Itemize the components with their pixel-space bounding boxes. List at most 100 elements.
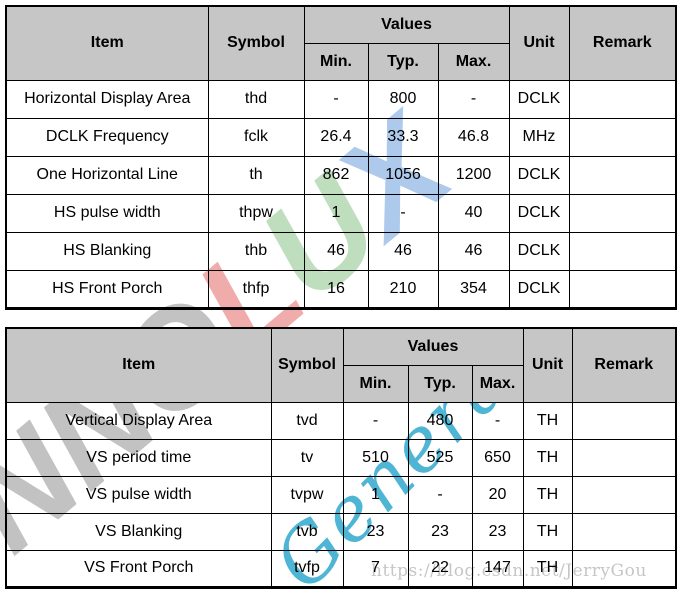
item-cell: One Horizontal Line: [5, 155, 209, 195]
table-row: HS Front Porch thfp 16 210 354 DCLK: [5, 269, 677, 309]
col-header-item: Item: [5, 5, 209, 81]
item-cell: VS Front Porch: [5, 549, 272, 588]
col-header-min: Min.: [342, 364, 409, 403]
max-cell: 20: [471, 475, 524, 514]
remark-cell: [568, 231, 677, 271]
header-row: Item Symbol Values Unit Remark: [5, 5, 677, 81]
unit-cell: DCLK: [508, 79, 570, 119]
remark-cell: [568, 269, 677, 309]
remark-cell: [568, 155, 677, 195]
col-header-max: Max.: [471, 364, 524, 403]
typ-cell: 23: [407, 512, 473, 551]
table-row: VS Front Porch tvfp 7 22 147 TH: [5, 549, 677, 588]
horizontal-timing-table: Item Symbol Values Unit Remark Min. Typ.…: [5, 5, 677, 310]
symbol-cell: tvpw: [270, 475, 344, 514]
col-header-min: Min.: [303, 42, 369, 81]
col-header-typ: Typ.: [367, 42, 439, 81]
col-header-symbol: Symbol: [207, 5, 305, 81]
max-cell: 147: [471, 549, 524, 588]
table-row: VS pulse width tvpw 1 - 20 TH: [5, 475, 677, 514]
header-row: Min. Typ. Max.: [6, 42, 676, 81]
remark-cell: [571, 512, 677, 551]
table-row: VS Blanking tvb 23 23 23 TH: [5, 512, 677, 551]
min-cell: 1: [342, 475, 409, 514]
col-header-remark: Remark: [568, 5, 677, 81]
header-row: Item Symbol Values Unit Remark: [5, 327, 677, 403]
col-header-values: Values: [342, 327, 524, 366]
min-cell: -: [303, 79, 369, 119]
unit-cell: TH: [522, 401, 573, 440]
remark-cell: [568, 117, 677, 157]
col-header-remark: Remark: [571, 327, 677, 403]
symbol-cell: thd: [207, 79, 305, 119]
min-cell: 26.4: [303, 117, 369, 157]
min-cell: 23: [342, 512, 409, 551]
item-cell: VS period time: [5, 438, 272, 477]
table-row: VS period time tv 510 525 650 TH: [5, 438, 677, 477]
min-cell: 16: [303, 269, 369, 309]
col-header-unit: Unit: [508, 5, 570, 81]
remark-cell: [571, 549, 677, 588]
min-cell: 1: [303, 193, 369, 233]
col-header-max: Max.: [437, 42, 510, 81]
max-cell: 46.8: [437, 117, 510, 157]
typ-cell: 22: [407, 549, 473, 588]
table-row: Horizontal Display Area thd - 800 - DCLK: [5, 79, 677, 119]
remark-cell: [568, 79, 677, 119]
typ-cell: 480: [407, 401, 473, 440]
typ-cell: 525: [407, 438, 473, 477]
typ-cell: 46: [367, 231, 439, 271]
unit-cell: TH: [522, 549, 573, 588]
table-row: One Horizontal Line th 862 1056 1200 DCL…: [5, 155, 677, 195]
symbol-cell: thb: [207, 231, 305, 271]
vertical-timing-table: Item Symbol Values Unit Remark Min. Typ.…: [5, 327, 677, 589]
typ-cell: -: [367, 193, 439, 233]
symbol-cell: tv: [270, 438, 344, 477]
item-cell: Horizontal Display Area: [5, 79, 209, 119]
typ-cell: 1056: [367, 155, 439, 195]
unit-cell: DCLK: [508, 193, 570, 233]
col-header-values: Values: [303, 5, 510, 44]
max-cell: 354: [437, 269, 510, 309]
min-cell: 7: [342, 549, 409, 588]
max-cell: -: [471, 401, 524, 440]
symbol-cell: tvd: [270, 401, 344, 440]
max-cell: -: [437, 79, 510, 119]
item-cell: HS Blanking: [5, 231, 209, 271]
remark-cell: [571, 475, 677, 514]
max-cell: 650: [471, 438, 524, 477]
table-row: DCLK Frequency fclk 26.4 33.3 46.8 MHz: [5, 117, 677, 157]
unit-cell: DCLK: [508, 231, 570, 271]
max-cell: 40: [437, 193, 510, 233]
min-cell: 46: [303, 231, 369, 271]
table-row: HS Blanking thb 46 46 46 DCLK: [5, 231, 677, 271]
symbol-cell: tvb: [270, 512, 344, 551]
remark-cell: [571, 401, 677, 440]
typ-cell: 210: [367, 269, 439, 309]
item-cell: Vertical Display Area: [5, 401, 272, 440]
symbol-cell: tvfp: [270, 549, 344, 588]
remark-cell: [571, 438, 677, 477]
min-cell: 862: [303, 155, 369, 195]
item-cell: DCLK Frequency: [5, 117, 209, 157]
item-cell: VS Blanking: [5, 512, 272, 551]
symbol-cell: th: [207, 155, 305, 195]
item-cell: HS pulse width: [5, 193, 209, 233]
col-header-unit: Unit: [522, 327, 573, 403]
table-row: HS pulse width thpw 1 - 40 DCLK: [5, 193, 677, 233]
min-cell: 510: [342, 438, 409, 477]
unit-cell: TH: [522, 475, 573, 514]
max-cell: 46: [437, 231, 510, 271]
table-row: Vertical Display Area tvd - 480 - TH: [5, 401, 677, 440]
item-cell: HS Front Porch: [5, 269, 209, 309]
unit-cell: TH: [522, 438, 573, 477]
max-cell: 1200: [437, 155, 510, 195]
item-cell: VS pulse width: [5, 475, 272, 514]
symbol-cell: thfp: [207, 269, 305, 309]
unit-cell: TH: [522, 512, 573, 551]
unit-cell: MHz: [508, 117, 570, 157]
remark-cell: [568, 193, 677, 233]
symbol-cell: fclk: [207, 117, 305, 157]
col-header-typ: Typ.: [407, 364, 473, 403]
